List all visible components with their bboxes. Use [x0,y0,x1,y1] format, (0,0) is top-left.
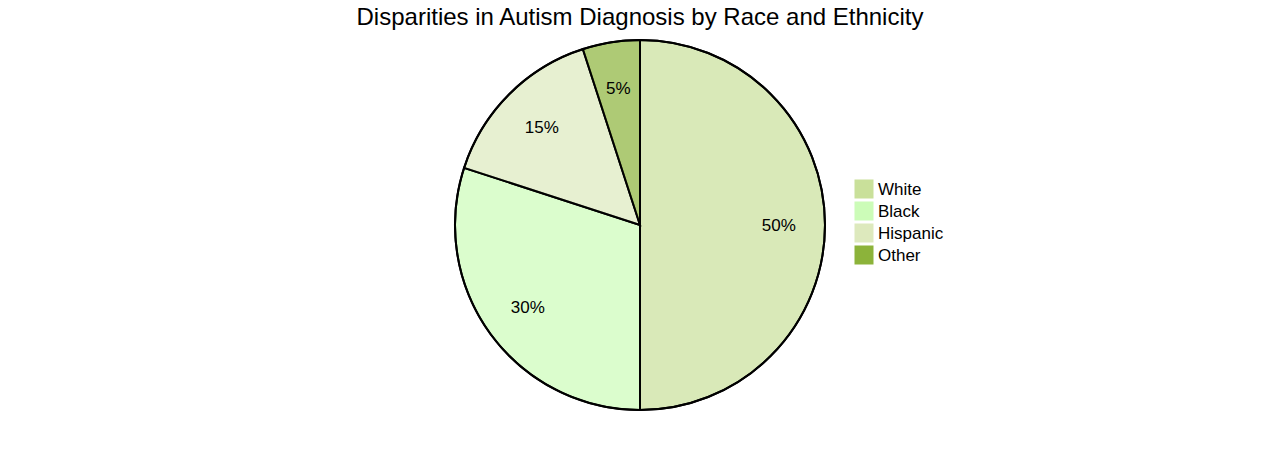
data-label: 15% [525,118,559,137]
slice [640,40,825,410]
chart: Disparities in Autism Diagnosis by Race … [0,0,1280,450]
legend-swatch [855,224,873,242]
slice [583,40,640,225]
legend-swatch [855,180,873,198]
pie-outline [455,40,825,410]
slices [455,40,825,410]
data-label: 5% [606,79,631,98]
legend-label: White [878,180,921,199]
legend-swatch [855,246,873,264]
legend-label: Other [878,246,921,265]
data-label: 50% [762,216,796,235]
legend-swatch [855,202,873,220]
legend: White Black Hispanic Other [855,180,944,265]
legend-label: Hispanic [878,224,944,243]
data-label: 30% [511,298,545,317]
title: Disparities in Autism Diagnosis by Race … [357,3,924,30]
legend-label: Black [878,202,920,221]
